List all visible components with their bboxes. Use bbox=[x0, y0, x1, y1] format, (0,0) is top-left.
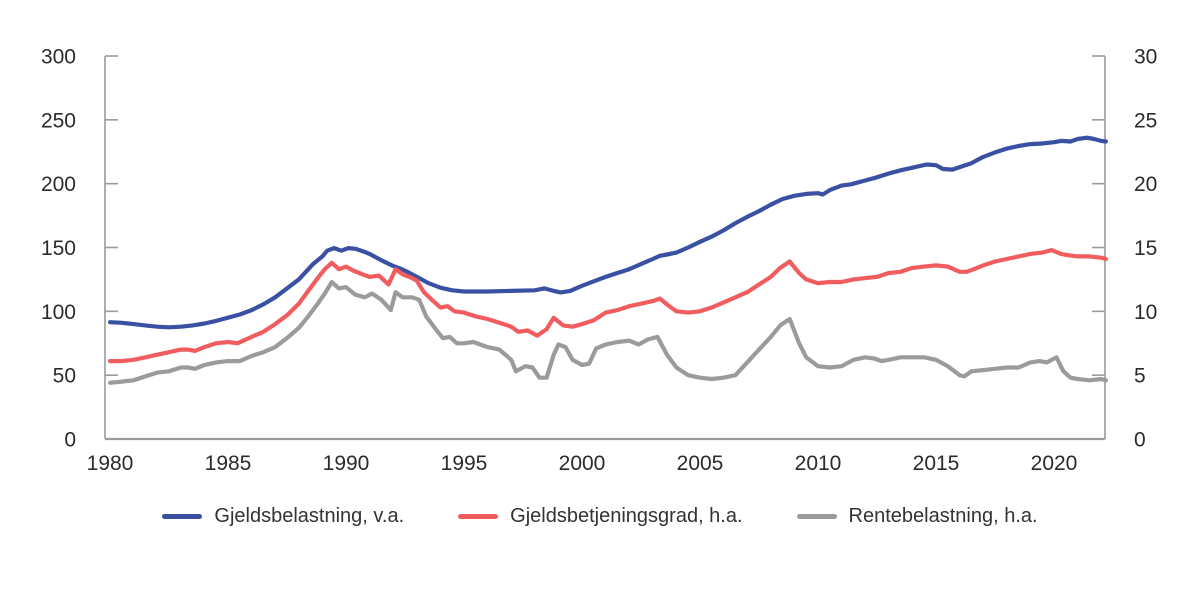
y-left-tick-label: 300 bbox=[41, 46, 76, 69]
series-line-1 bbox=[107, 248, 1109, 364]
series-line-2 bbox=[107, 279, 1109, 385]
series-line-0 bbox=[107, 135, 1109, 330]
y-left-tick-label: 200 bbox=[41, 173, 76, 196]
y-right-tick-label: 10 bbox=[1134, 301, 1157, 324]
x-tick-label: 1990 bbox=[323, 452, 370, 475]
y-right-tick-label: 25 bbox=[1134, 109, 1157, 132]
y-left-tick-label: 50 bbox=[53, 365, 76, 388]
y-left-tick-label: 250 bbox=[41, 109, 76, 132]
x-tick-label: 2020 bbox=[1031, 452, 1078, 475]
legend-label: Gjeldsbetjeningsgrad, h.a. bbox=[510, 505, 743, 527]
x-tick-label: 1980 bbox=[87, 452, 134, 475]
y-left-tick-label: 150 bbox=[41, 237, 76, 260]
legend-swatch-red-icon bbox=[458, 514, 499, 519]
legend-label: Rentebelastning, h.a. bbox=[848, 505, 1038, 527]
legend-label: Gjeldsbelastning, v.a. bbox=[214, 505, 405, 527]
x-tick-label: 2015 bbox=[913, 452, 960, 475]
y-right-tick-label: 15 bbox=[1134, 237, 1157, 260]
legend-item-gjeldsbelastning: Gjeldsbelastning, v.a. bbox=[162, 505, 404, 528]
legend-item-rentebelastning: Rentebelastning, h.a. bbox=[796, 505, 1038, 528]
y-right-tick-label: 20 bbox=[1134, 173, 1157, 196]
y-right-tick-label: 30 bbox=[1134, 46, 1157, 69]
x-tick-label: 1995 bbox=[441, 452, 488, 475]
chart-plot-area: 0 50 100 150 200 250 300 0 5 10 15 20 25 30 1980 1985 19… bbox=[41, 46, 1157, 476]
y-left-tick-label: 100 bbox=[41, 301, 76, 324]
y-right-tick-label: 5 bbox=[1134, 365, 1146, 388]
y-left-tick-label: 0 bbox=[64, 429, 76, 452]
chart-legend: Gjeldsbelastning, v.a. Gjeldsbetjeningsg… bbox=[0, 505, 1200, 528]
legend-swatch-blue-icon bbox=[162, 514, 203, 519]
x-tick-label: 1985 bbox=[205, 452, 252, 475]
x-tick-label: 2000 bbox=[559, 452, 606, 475]
x-tick-label: 2010 bbox=[795, 452, 842, 475]
legend-item-gjeldsbetjeningsgrad: Gjeldsbetjeningsgrad, h.a. bbox=[458, 505, 743, 528]
x-tick-label: 2005 bbox=[677, 452, 724, 475]
y-right-tick-label: 0 bbox=[1134, 429, 1146, 452]
legend-swatch-gray-icon bbox=[796, 514, 837, 519]
